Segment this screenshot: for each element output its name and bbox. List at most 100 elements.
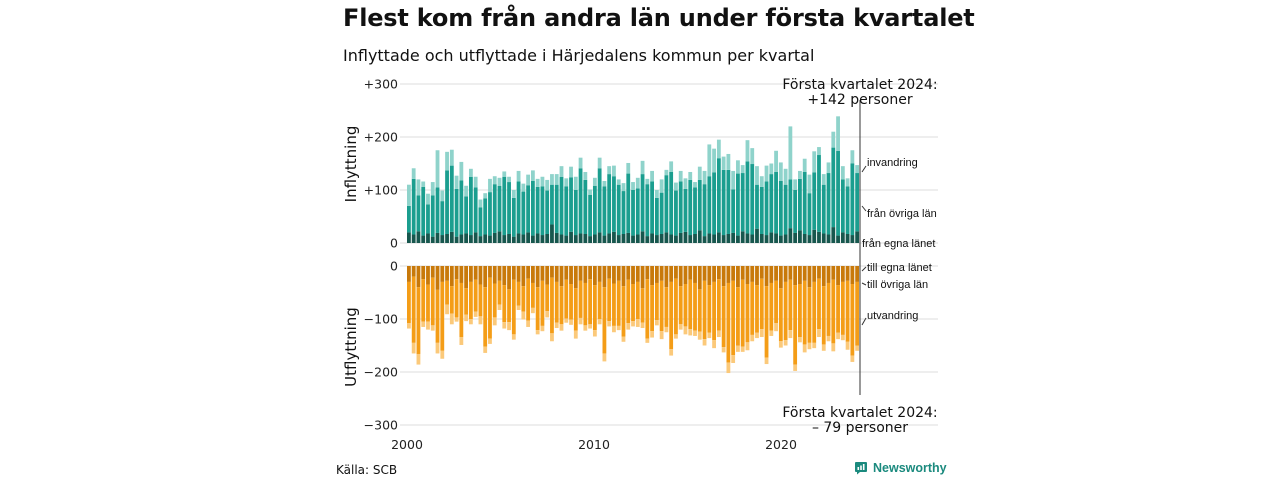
bar-inflyttning-s0	[817, 231, 821, 243]
bar-utflyttning-s1	[511, 279, 516, 335]
bar-utflyttning-s0	[721, 266, 726, 287]
series-label-utvandring: utvandring	[861, 310, 918, 326]
bar-inflyttning-s0	[659, 233, 664, 243]
bar-utflyttning-s2	[697, 331, 702, 340]
bar-utflyttning-s0	[478, 266, 483, 285]
bar-inflyttning-s0	[793, 232, 798, 243]
bar-inflyttning-s0	[721, 235, 726, 243]
bar-inflyttning-s1	[583, 179, 588, 234]
bar-inflyttning-s1	[564, 186, 569, 236]
x-tick-label: 2020	[765, 437, 797, 452]
bar-inflyttning-s2	[421, 181, 426, 187]
bar-utflyttning-s1	[645, 279, 650, 339]
bar-inflyttning-s0	[826, 234, 831, 243]
bar-utflyttning-s1	[478, 284, 483, 317]
bar-inflyttning-s1	[855, 173, 860, 232]
bar-utflyttning-s1	[840, 281, 845, 335]
bar-inflyttning-s2	[702, 170, 707, 185]
bar-utflyttning-s0	[635, 266, 640, 282]
bar-utflyttning-s2	[793, 364, 798, 371]
bar-inflyttning-s2	[492, 176, 497, 185]
bar-inflyttning-s2	[621, 183, 626, 192]
bar-inflyttning-s0	[778, 235, 783, 243]
x-tick-label: 2010	[578, 437, 610, 452]
bar-inflyttning-s2	[407, 184, 411, 206]
bar-inflyttning-s2	[826, 162, 831, 174]
bar-utflyttning-s0	[697, 266, 702, 290]
gridlines	[400, 83, 938, 426]
bar-inflyttning-s0	[516, 233, 521, 243]
bar-utflyttning-s0	[793, 266, 798, 286]
bar-inflyttning-s0	[669, 234, 674, 243]
bar-utflyttning-s0	[664, 266, 669, 288]
bar-inflyttning-s0	[693, 233, 697, 243]
x-tick-label: 2000	[391, 437, 423, 452]
bar-inflyttning-s2	[678, 170, 683, 182]
bar-inflyttning-s0	[416, 231, 421, 243]
bar-inflyttning-s1	[669, 171, 674, 235]
bar-inflyttning-s2	[759, 176, 764, 187]
bar-inflyttning-s1	[449, 165, 454, 232]
bar-utflyttning-s2	[678, 324, 683, 330]
bar-utflyttning-s2	[831, 343, 836, 352]
bar-inflyttning-s2	[416, 179, 421, 196]
bar-utflyttning-s1	[464, 288, 469, 315]
bar-utflyttning-s0	[836, 266, 840, 286]
bar-inflyttning-s0	[473, 232, 478, 243]
bar-utflyttning-s2	[602, 353, 607, 362]
bar-inflyttning-s1	[416, 195, 421, 232]
bar-utflyttning-s0	[802, 266, 807, 281]
bar-inflyttning-s2	[473, 176, 478, 188]
bar-inflyttning-s1	[616, 184, 621, 236]
bar-utflyttning-s2	[721, 347, 726, 353]
bar-utflyttning-s0	[511, 266, 516, 280]
bar-inflyttning-s0	[759, 233, 764, 243]
bar-inflyttning-s2	[521, 183, 526, 192]
bar-inflyttning-s2	[664, 169, 669, 176]
bar-inflyttning-s0	[583, 233, 588, 243]
bar-utflyttning-s1	[430, 277, 435, 326]
bar-inflyttning-s0	[812, 229, 817, 243]
bar-inflyttning-s1	[759, 186, 764, 234]
bar-utflyttning-s2	[759, 329, 764, 338]
newsworthy-brand-label: Newsworthy	[873, 461, 947, 475]
bar-utflyttning-s2	[712, 340, 716, 349]
bar-inflyttning-s1	[612, 176, 616, 232]
bar-inflyttning-s2	[578, 157, 583, 169]
y-tick-label-bottom: −200	[364, 365, 398, 380]
bar-inflyttning-s2	[597, 157, 602, 169]
bar-utflyttning-s2	[454, 317, 459, 322]
bar-utflyttning-s0	[726, 266, 731, 283]
bar-utflyttning-s1	[688, 279, 693, 330]
bar-utflyttning-s0	[740, 266, 745, 280]
bar-inflyttning-s2	[459, 161, 464, 181]
bar-utflyttning-s0	[492, 266, 497, 284]
bar-inflyttning-s0	[430, 236, 435, 243]
bar-utflyttning-s2	[516, 305, 521, 310]
bar-utflyttning-s2	[607, 321, 612, 327]
bar-inflyttning-s0	[626, 232, 631, 243]
bar-inflyttning-s2	[573, 176, 578, 190]
bar-inflyttning-s1	[597, 168, 602, 233]
bar-inflyttning-s1	[740, 173, 745, 232]
bar-utflyttning-s2	[426, 321, 430, 330]
chart-subtitle: Inflyttade och utflyttade i Härjedalens …	[343, 46, 815, 65]
bar-utflyttning-s2	[769, 330, 774, 336]
bar-utflyttning-s2	[688, 329, 693, 336]
bar-utflyttning-s2	[459, 337, 464, 345]
bar-inflyttning-s2	[550, 174, 554, 185]
bar-inflyttning-s0	[492, 232, 497, 243]
bar-utflyttning-s0	[550, 266, 554, 278]
bar-inflyttning-s1	[621, 191, 626, 234]
bar-inflyttning-s0	[545, 233, 550, 243]
annotation-bottom-line2: – 79 personer	[812, 420, 908, 436]
bar-utflyttning-s1	[573, 288, 578, 331]
bar-utflyttning-s1	[697, 289, 702, 332]
bar-inflyttning-s1	[721, 169, 726, 236]
bar-inflyttning-s0	[440, 235, 445, 243]
bar-utflyttning-s0	[435, 266, 440, 290]
bar-inflyttning-s2	[583, 171, 588, 180]
bar-utflyttning-s1	[592, 285, 597, 331]
bar-inflyttning-s0	[407, 232, 411, 243]
bar-inflyttning-s1	[635, 188, 640, 235]
